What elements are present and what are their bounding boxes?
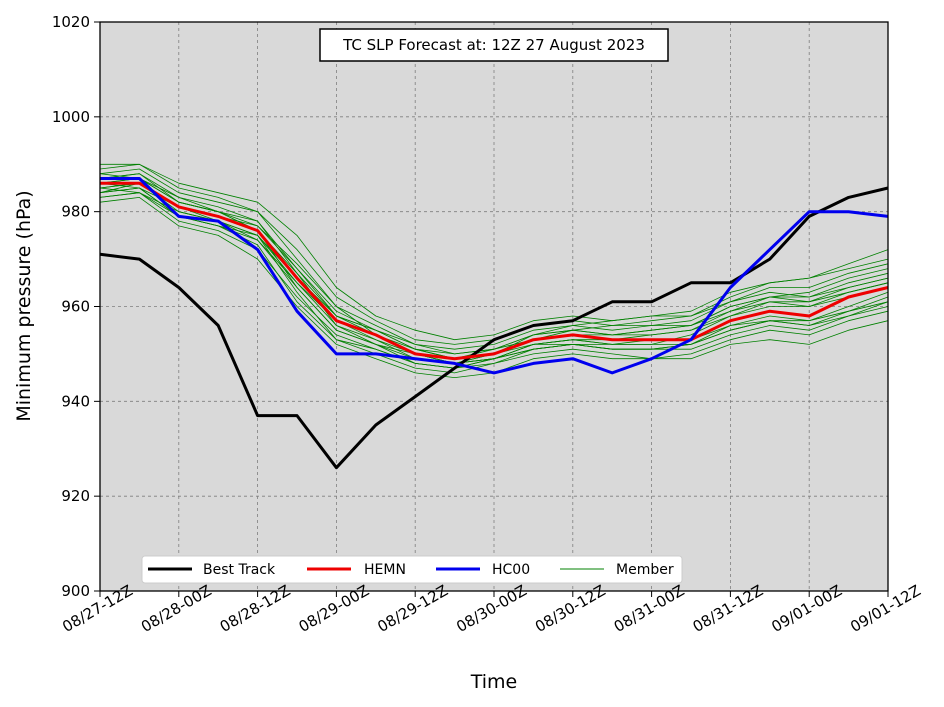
legend: Best Track HEMN HC00 Member <box>141 555 683 584</box>
legend-label-member: Member <box>616 562 674 578</box>
member-line <box>99 187 889 364</box>
hemn-line <box>100 181 889 361</box>
member-line <box>100 163 889 341</box>
hc00-line <box>100 177 889 375</box>
y-tick-label: 940 <box>61 392 90 410</box>
series-lines <box>99 177 889 470</box>
y-tick-label: 920 <box>61 487 90 505</box>
chart-title-box: TC SLP Forecast at: 12Z 27 August 2023 <box>319 28 669 62</box>
y-tick-label: 980 <box>61 203 90 221</box>
y-tick-label: 900 <box>61 582 90 600</box>
y-tick-label: 960 <box>61 298 90 316</box>
chart-title: TC SLP Forecast at: 12Z 27 August 2023 <box>342 36 645 54</box>
legend-label-best-track: Best Track <box>203 562 276 578</box>
y-axis-label: Minimum pressure (hPa) <box>13 190 35 421</box>
legend-label-hc00: HC00 <box>492 562 530 578</box>
legend-box <box>141 555 683 584</box>
y-tick-label: 1020 <box>52 13 90 31</box>
best-track-line <box>99 186 889 470</box>
legend-label-hemn: HEMN <box>364 562 406 578</box>
y-tick-label: 1000 <box>52 108 90 126</box>
x-axis-label: Time <box>470 671 518 693</box>
member-line <box>99 178 889 360</box>
